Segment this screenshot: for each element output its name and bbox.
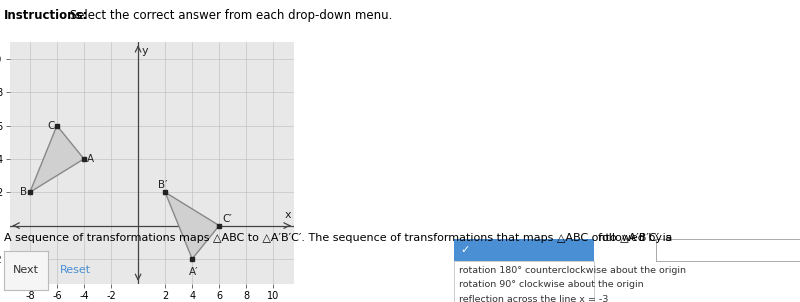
Text: rotation 90° clockwise about the origin: rotation 90° clockwise about the origin bbox=[458, 280, 643, 289]
Text: y: y bbox=[142, 46, 149, 56]
Text: B′: B′ bbox=[158, 180, 168, 190]
Text: rotation 180° counterclockwise about the origin: rotation 180° counterclockwise about the… bbox=[458, 265, 686, 275]
Polygon shape bbox=[165, 192, 219, 259]
Text: x: x bbox=[284, 210, 291, 220]
Text: Next: Next bbox=[13, 265, 39, 275]
Text: B: B bbox=[21, 187, 27, 197]
Text: Reset: Reset bbox=[60, 265, 91, 275]
Text: A sequence of transformations maps △ABC to △A′B′C′. The sequence of transformati: A sequence of transformations maps △ABC … bbox=[4, 233, 675, 243]
Text: A′: A′ bbox=[189, 267, 198, 277]
Text: Instructions:: Instructions: bbox=[4, 9, 88, 22]
Text: C: C bbox=[47, 120, 55, 130]
Text: Select the correct answer from each drop-down menu.: Select the correct answer from each drop… bbox=[66, 9, 392, 22]
Text: A: A bbox=[87, 154, 94, 164]
Text: reflection across the line x = -3: reflection across the line x = -3 bbox=[458, 295, 608, 302]
Text: C′: C′ bbox=[222, 214, 232, 224]
Text: followed by a: followed by a bbox=[598, 233, 673, 243]
Polygon shape bbox=[30, 126, 84, 192]
Text: ✓: ✓ bbox=[460, 245, 470, 255]
